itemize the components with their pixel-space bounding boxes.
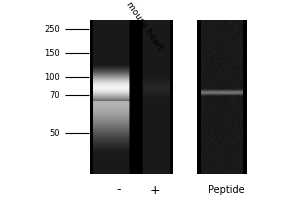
Text: +: + bbox=[149, 184, 160, 196]
Text: 50: 50 bbox=[50, 129, 60, 138]
Text: 70: 70 bbox=[50, 90, 60, 99]
Text: Peptide: Peptide bbox=[208, 185, 245, 195]
Text: 150: 150 bbox=[44, 48, 60, 58]
Text: 250: 250 bbox=[44, 24, 60, 33]
Text: -: - bbox=[116, 184, 121, 196]
Text: 100: 100 bbox=[44, 72, 60, 82]
Text: mouse heart: mouse heart bbox=[124, 0, 165, 52]
